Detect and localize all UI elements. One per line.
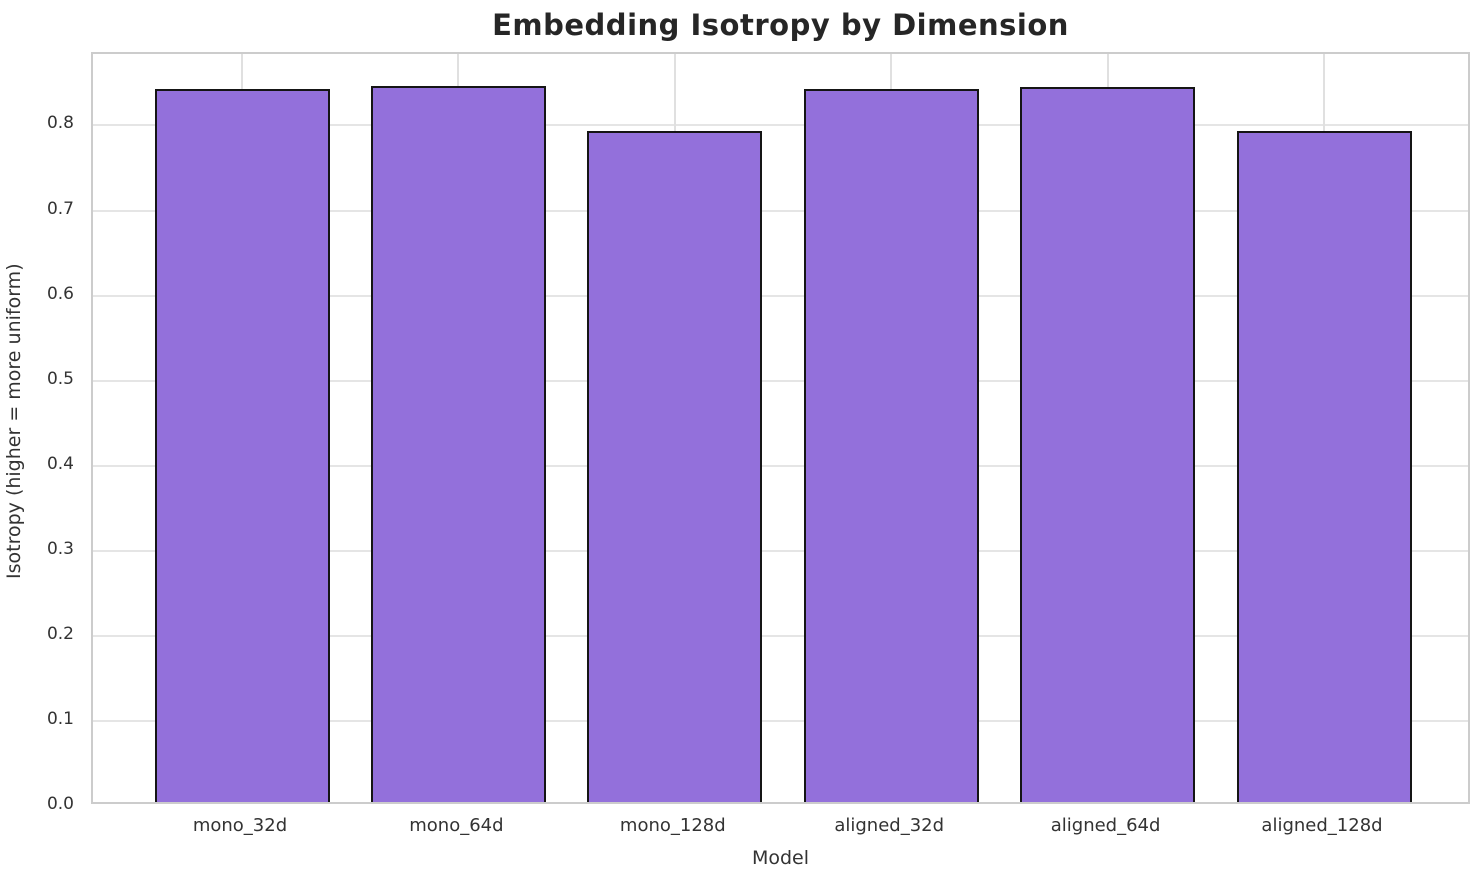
x-tick-label: aligned_32d <box>834 815 945 836</box>
bar-aligned_128d <box>1236 130 1412 802</box>
y-tick-label: 0.5 <box>46 368 74 389</box>
gridline-horizontal <box>93 549 1468 552</box>
gridline-horizontal <box>93 294 1468 297</box>
gridline-horizontal <box>93 379 1468 382</box>
bar-mono_128d <box>587 130 763 802</box>
plot-area <box>91 52 1470 804</box>
x-tick-label: mono_32d <box>192 815 288 836</box>
y-tick-label: 0.3 <box>46 538 74 559</box>
gridline-horizontal <box>93 209 1468 212</box>
chart-title: Embedding Isotropy by Dimension <box>492 8 1069 42</box>
bar-mono_32d <box>154 89 330 802</box>
bar-aligned_64d <box>1020 86 1196 802</box>
x-axis-label: Model <box>751 847 810 869</box>
y-tick-label: 0.2 <box>46 623 74 644</box>
y-tick-label: 0.0 <box>46 794 74 814</box>
y-tick-label: 0.7 <box>46 198 74 219</box>
x-tick-label: aligned_128d <box>1261 815 1383 836</box>
bar-mono_64d <box>370 85 546 802</box>
x-tick-label: aligned_64d <box>1050 815 1161 836</box>
bar-aligned_32d <box>803 89 979 802</box>
y-axis-label: Isotropy (higher = more uniform) <box>3 263 25 579</box>
gridline-horizontal <box>93 719 1468 722</box>
y-tick-label: 0.6 <box>46 283 74 304</box>
gridline-horizontal <box>93 634 1468 637</box>
gridline-horizontal <box>93 464 1468 467</box>
x-tick-label: mono_64d <box>409 815 504 836</box>
y-tick-label: 0.8 <box>46 113 74 134</box>
y-tick-label: 0.4 <box>46 453 74 474</box>
y-tick-label: 0.1 <box>46 708 74 729</box>
x-tick-label: mono_128d <box>619 815 726 836</box>
gridline-horizontal <box>93 124 1468 127</box>
